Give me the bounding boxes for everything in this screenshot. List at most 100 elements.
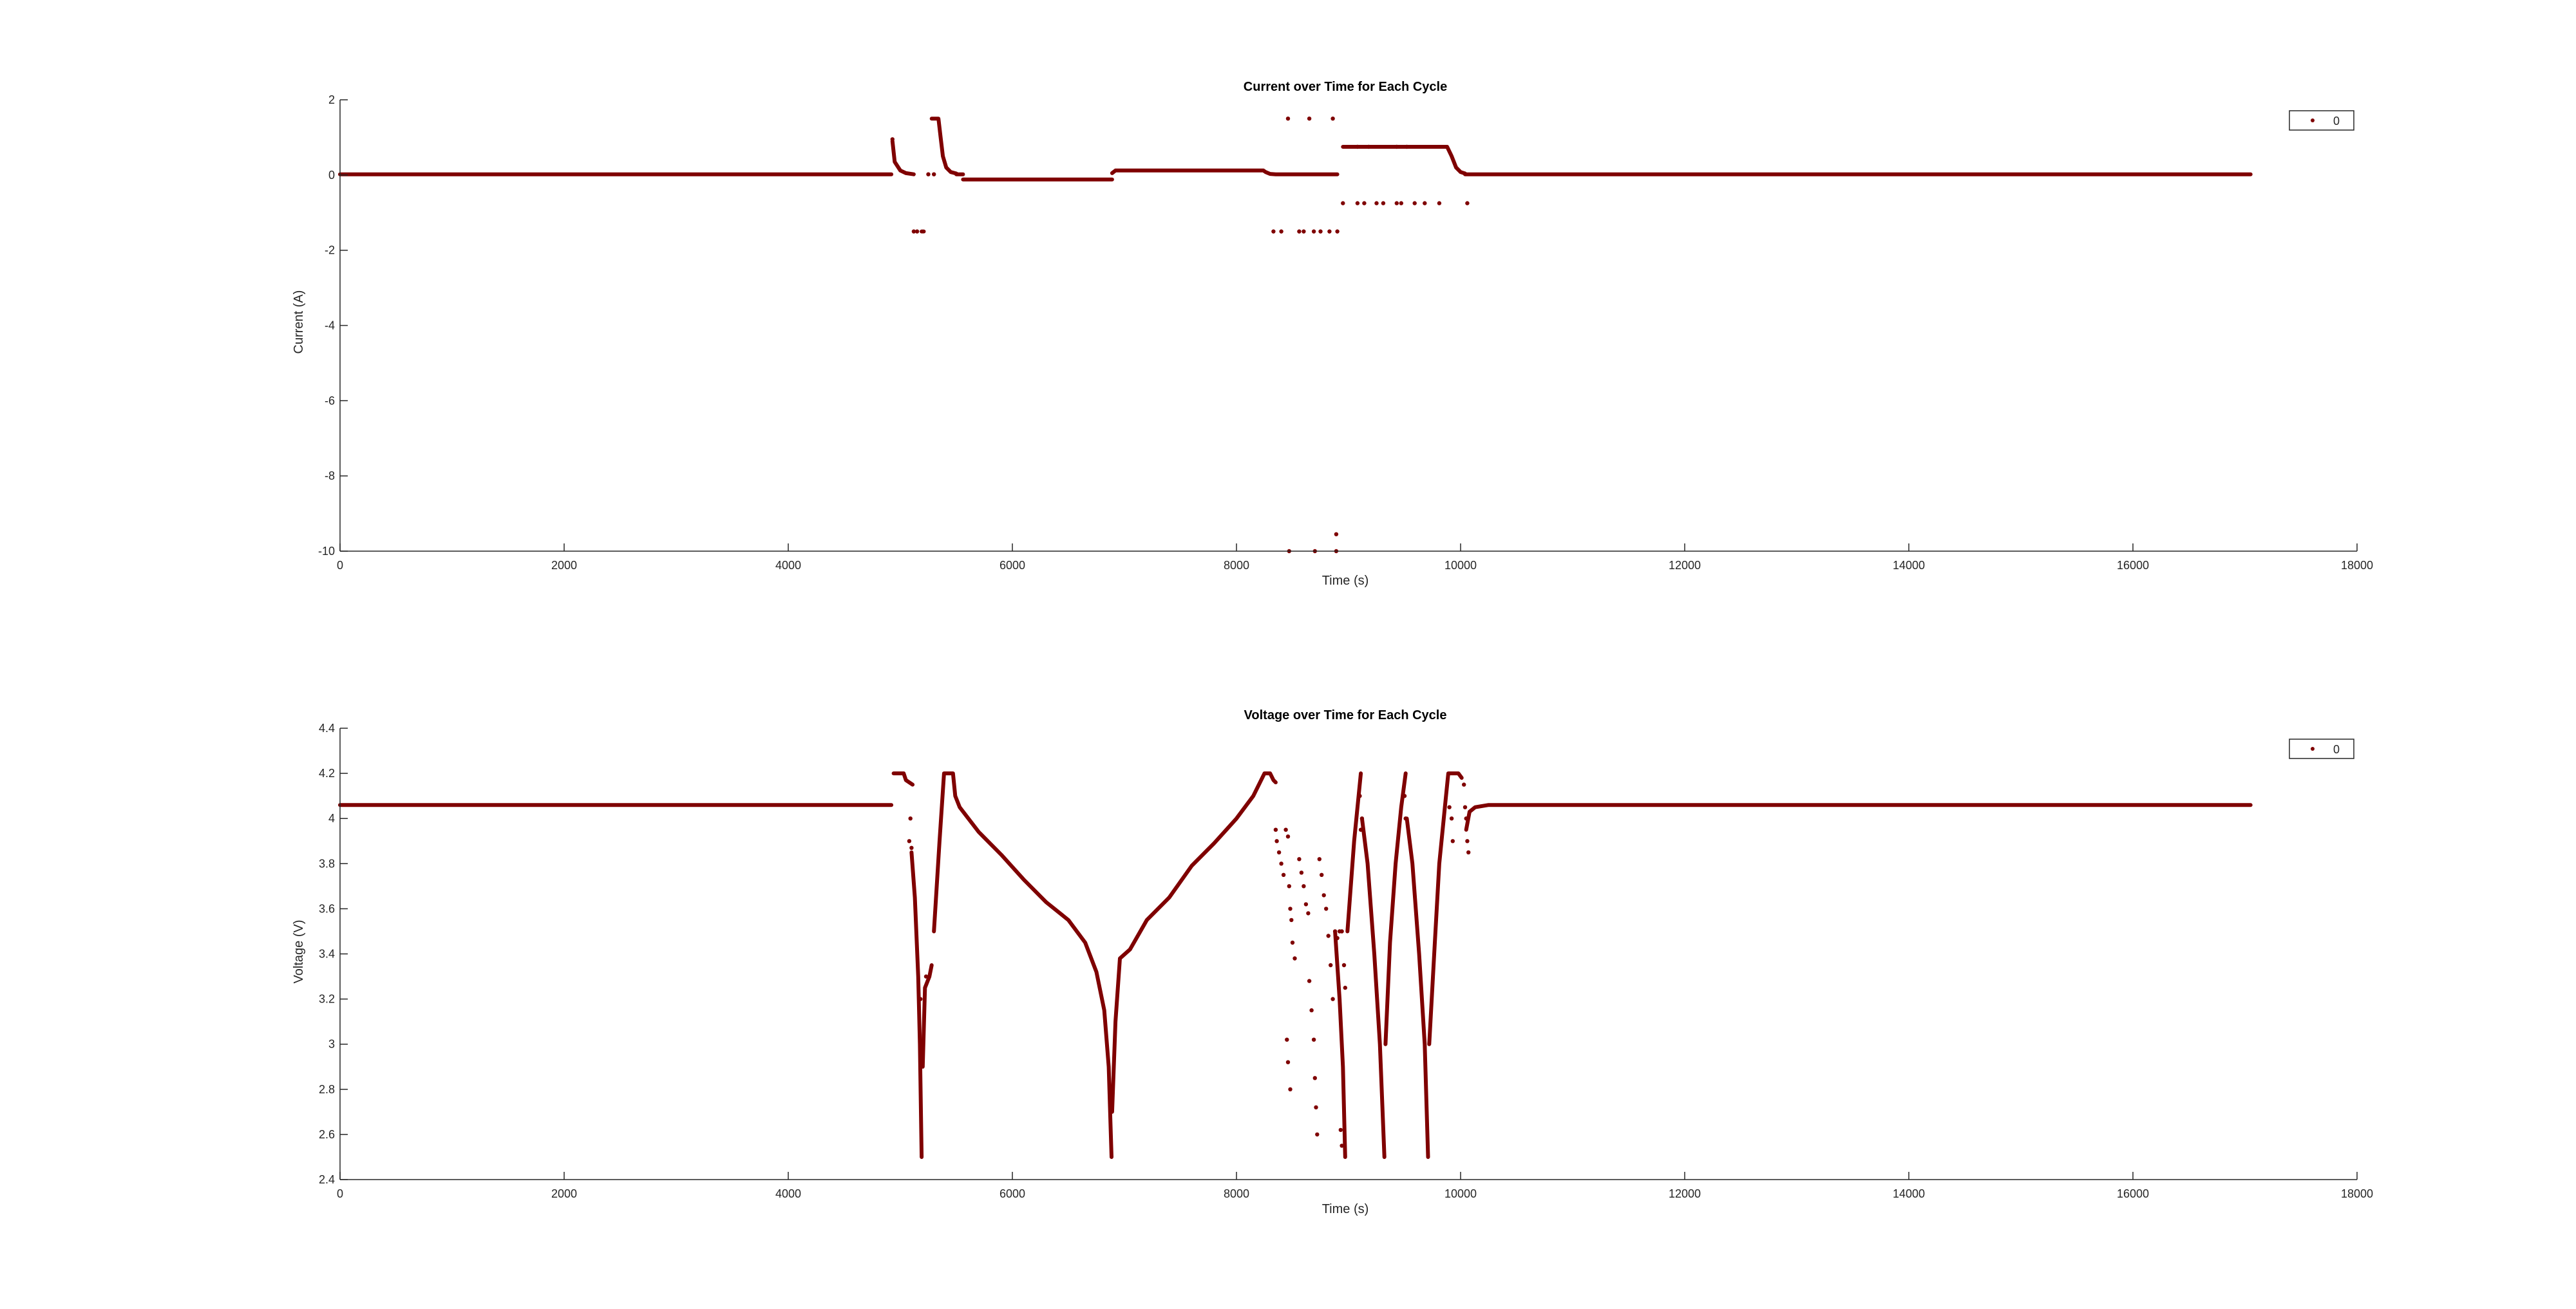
data-point: [1465, 201, 1470, 205]
data-point: [1466, 850, 1471, 855]
data-point: [1335, 936, 1340, 941]
series-trace: [909, 850, 924, 1159]
x-tick-label: 16000: [2117, 1187, 2149, 1200]
data-point: [1307, 117, 1312, 121]
data-point: [1299, 871, 1304, 875]
data-point: [1279, 862, 1283, 866]
series-trace: [1464, 803, 2253, 832]
data-point: [1355, 201, 1360, 205]
data-point: [1355, 144, 1360, 149]
data-point: [1281, 872, 1286, 878]
data-point: [1341, 963, 1347, 968]
data-point: [1306, 911, 1311, 916]
y-tick-label: 4.4: [319, 722, 335, 735]
x-tick-label: 12000: [1669, 1187, 1701, 1200]
legend-marker: [2311, 118, 2315, 122]
voltage-chart-axes: 0 2000 4000 6000 8000 10000 12000 14000 16000 180…: [319, 722, 2373, 1200]
x-tick-label: 16000: [2117, 559, 2149, 572]
y-tick-label: -8: [325, 469, 335, 482]
voltage-chart-xlabel: Time (s): [1322, 1202, 1369, 1216]
data-point: [1449, 816, 1454, 821]
data-point: [890, 137, 895, 142]
y-tick-label: -10: [318, 545, 335, 558]
series-trace: [1405, 816, 1430, 1159]
data-point: [1320, 872, 1324, 878]
data-point: [1412, 201, 1417, 205]
x-tick-label: 10000: [1444, 559, 1477, 572]
series-trace: [1110, 168, 1340, 176]
data-point: [1311, 229, 1316, 234]
y-tick-label: -4: [325, 319, 335, 332]
x-tick-label: 18000: [2341, 1187, 2373, 1200]
data-point: [1358, 827, 1363, 832]
data-point: [1302, 884, 1306, 889]
data-point: [1321, 893, 1326, 898]
series-trace: [1427, 771, 1464, 1046]
data-point: [1394, 144, 1399, 149]
current-chart-title: Current over Time for Each Cycle: [1244, 80, 1447, 94]
data-point: [932, 172, 936, 176]
legend-entry-label: 0: [2333, 743, 2340, 756]
data-point: [1423, 201, 1427, 205]
data-point: [1340, 929, 1344, 934]
voltage-chart: Voltage over Time for Each Cycle Time (s…: [292, 708, 2373, 1216]
data-point: [1362, 201, 1367, 205]
current-chart-legend[interactable]: 0: [2289, 110, 2354, 131]
data-point: [923, 974, 929, 979]
data-point: [1332, 929, 1338, 934]
x-tick-label: 14000: [1893, 559, 1925, 572]
data-point: [1309, 1008, 1314, 1013]
x-tick-label: 8000: [1224, 559, 1249, 572]
data-point: [1331, 117, 1335, 121]
data-point: [1335, 229, 1340, 234]
data-point: [1463, 805, 1468, 809]
current-chart-marks: [338, 117, 2253, 554]
data-point: [1276, 850, 1282, 855]
data-point: [1324, 907, 1329, 911]
data-point: [1297, 229, 1302, 234]
data-point: [914, 229, 920, 234]
data-point: [926, 172, 931, 176]
data-point: [1318, 229, 1323, 234]
data-point: [1288, 1087, 1293, 1092]
x-tick-label: 12000: [1669, 559, 1701, 572]
current-chart-ylabel: Current (A): [292, 290, 306, 354]
data-point: [1290, 940, 1295, 945]
data-point: [1334, 532, 1339, 536]
series-trace: [1341, 145, 1467, 176]
current-chart-xlabel: Time (s): [1322, 574, 1369, 588]
x-tick-label: 0: [337, 1187, 343, 1200]
voltage-chart-legend[interactable]: 0: [2289, 739, 2354, 759]
y-tick-label: 0: [328, 169, 335, 182]
y-tick-label: 2.4: [319, 1173, 335, 1186]
data-point: [1341, 201, 1345, 205]
y-tick-label: -6: [325, 394, 335, 407]
data-point: [1289, 918, 1294, 923]
data-point: [908, 816, 913, 821]
y-tick-label: 2.6: [319, 1128, 335, 1141]
data-point: [1338, 1127, 1343, 1133]
data-point: [1317, 857, 1321, 862]
y-tick-label: 3.2: [319, 993, 335, 1006]
data-point: [1447, 805, 1452, 809]
y-tick-label: 3: [328, 1038, 335, 1051]
data-point: [1285, 117, 1291, 121]
voltage-chart-ylabel: Voltage (V): [292, 920, 306, 984]
data-point: [1312, 1076, 1318, 1080]
voltage-chart-title: Voltage over Time for Each Cycle: [1244, 708, 1447, 722]
data-point: [1405, 144, 1409, 149]
x-tick-label: 8000: [1224, 1187, 1249, 1200]
series-trace: [1359, 816, 1387, 1159]
series-trace: [890, 139, 916, 176]
data-point: [1464, 816, 1468, 821]
data-point: [1462, 782, 1466, 787]
data-point: [1394, 201, 1399, 205]
y-tick-label: 4.2: [319, 767, 335, 780]
data-point: [1450, 839, 1455, 843]
y-tick-label: 2: [328, 93, 335, 106]
x-tick-label: 14000: [1893, 1187, 1925, 1200]
y-tick-label: -2: [325, 244, 335, 257]
data-point: [1403, 816, 1408, 821]
x-tick-label: 0: [337, 559, 343, 572]
